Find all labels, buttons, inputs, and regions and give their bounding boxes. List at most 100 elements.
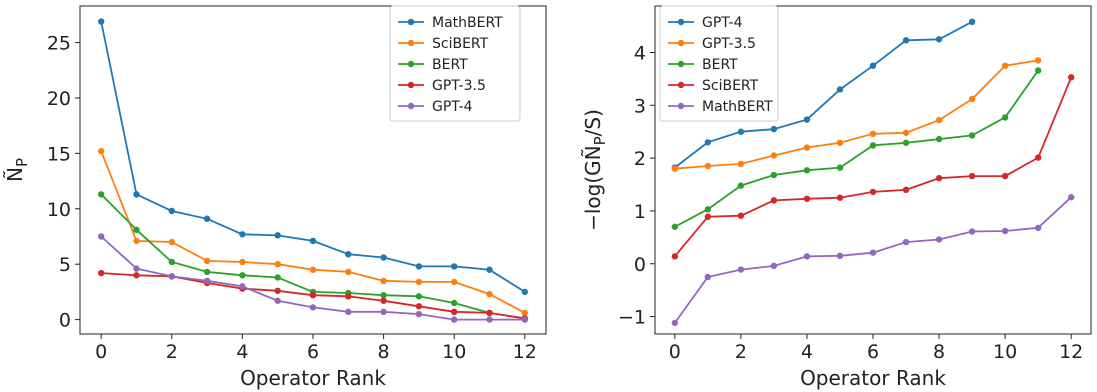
data-point [737,182,745,189]
x-tick-label: 8 [933,341,945,363]
data-point [836,86,844,93]
series-bert [671,67,1042,230]
data-point [345,251,352,258]
x-tick-label: 0 [669,341,681,363]
data-point [521,316,529,323]
data-point [968,132,976,139]
data-point [486,290,493,298]
x-tick-label: 4 [801,341,813,363]
series-bert [97,191,529,322]
legend-label: GPT-4 [702,15,743,31]
data-point [309,292,317,299]
y-axis-label: ÑP​ [3,158,31,182]
chart-1: 0 2 4 6 8 10 12 0 5 10 15 20 25 Operator Rank ÑP​ MathB… [3,5,547,390]
data-point [1067,74,1075,81]
data-point [935,135,943,143]
data-point [274,287,281,294]
data-point [486,266,493,273]
y-tick-label: 0 [59,310,71,332]
legend-marker [407,102,415,110]
legend: MathBERT SciBERT BERT GPT-3.5 GPT-4 [389,5,521,122]
data-point [968,18,976,26]
data-point [133,265,140,272]
legend-label: MathBERT [702,99,773,115]
x-tick-label: 4 [236,341,248,363]
data-point [1034,57,1042,64]
data-point [968,95,976,103]
legend-marker [407,81,415,89]
y-tick-label: 2 [634,148,646,170]
data-point [803,144,811,151]
x-axis-label: Operator Rank [240,366,386,390]
data-point [133,237,140,245]
data-point [704,206,712,213]
series-scibert [97,147,529,317]
y-tick-label: 1 [634,201,646,223]
data-point [704,139,712,146]
series-line [674,21,973,169]
data-point [968,172,976,180]
legend-marker [407,39,415,47]
data-point [168,273,175,280]
data-point [133,226,140,234]
data-point [935,236,943,243]
data-point [168,258,175,266]
legend-marker [407,60,415,68]
data-point [380,297,387,304]
data-point [737,212,745,219]
data-point [345,308,352,316]
legend-label: MathBERT [432,15,503,31]
data-point [380,308,387,316]
legend-frame [659,5,779,122]
data-point [380,277,387,285]
data-point [451,278,458,286]
series-line [674,59,1039,170]
data-point [770,152,778,159]
data-point [803,116,811,123]
data-point [309,266,317,273]
series-line [100,150,526,314]
legend-marker [677,39,685,47]
data-point [415,310,423,318]
data-point [521,288,529,296]
data-point [935,36,943,43]
data-point [869,142,877,149]
data-point [1034,224,1042,232]
data-point [902,186,910,194]
y-axis-label: −log(GÑP​/S) [581,109,609,231]
legend-label: SciBERT [432,36,489,52]
data-point [97,18,105,25]
legend-frame [389,5,521,122]
data-point [869,62,877,69]
data-point [168,207,175,215]
legend-marker [677,18,685,26]
data-point [1001,62,1009,69]
x-tick-label: 12 [513,341,537,363]
x-tick-label: 2 [166,341,178,363]
x-tick-label: 6 [867,341,879,363]
data-point [836,252,844,260]
x-tick-label: 2 [735,341,747,363]
data-point [737,128,745,135]
data-point [935,116,943,124]
data-point [274,297,281,304]
y-tick-label: 20 [47,88,71,110]
data-point [203,215,211,222]
data-point [274,260,281,268]
data-point [133,191,140,198]
data-point [869,130,877,138]
y-tick-label: 25 [47,33,71,55]
series-gpt-3-5 [97,269,529,322]
x-axis-label: Operator Rank [800,366,946,390]
series-gpt-4 [671,18,976,171]
data-point [239,272,246,279]
data-point [97,147,105,155]
series-mathbert [97,18,529,296]
data-point [1001,114,1009,121]
data-point [968,228,976,235]
data-point [168,238,175,246]
data-point [902,129,910,136]
data-point [274,232,281,239]
